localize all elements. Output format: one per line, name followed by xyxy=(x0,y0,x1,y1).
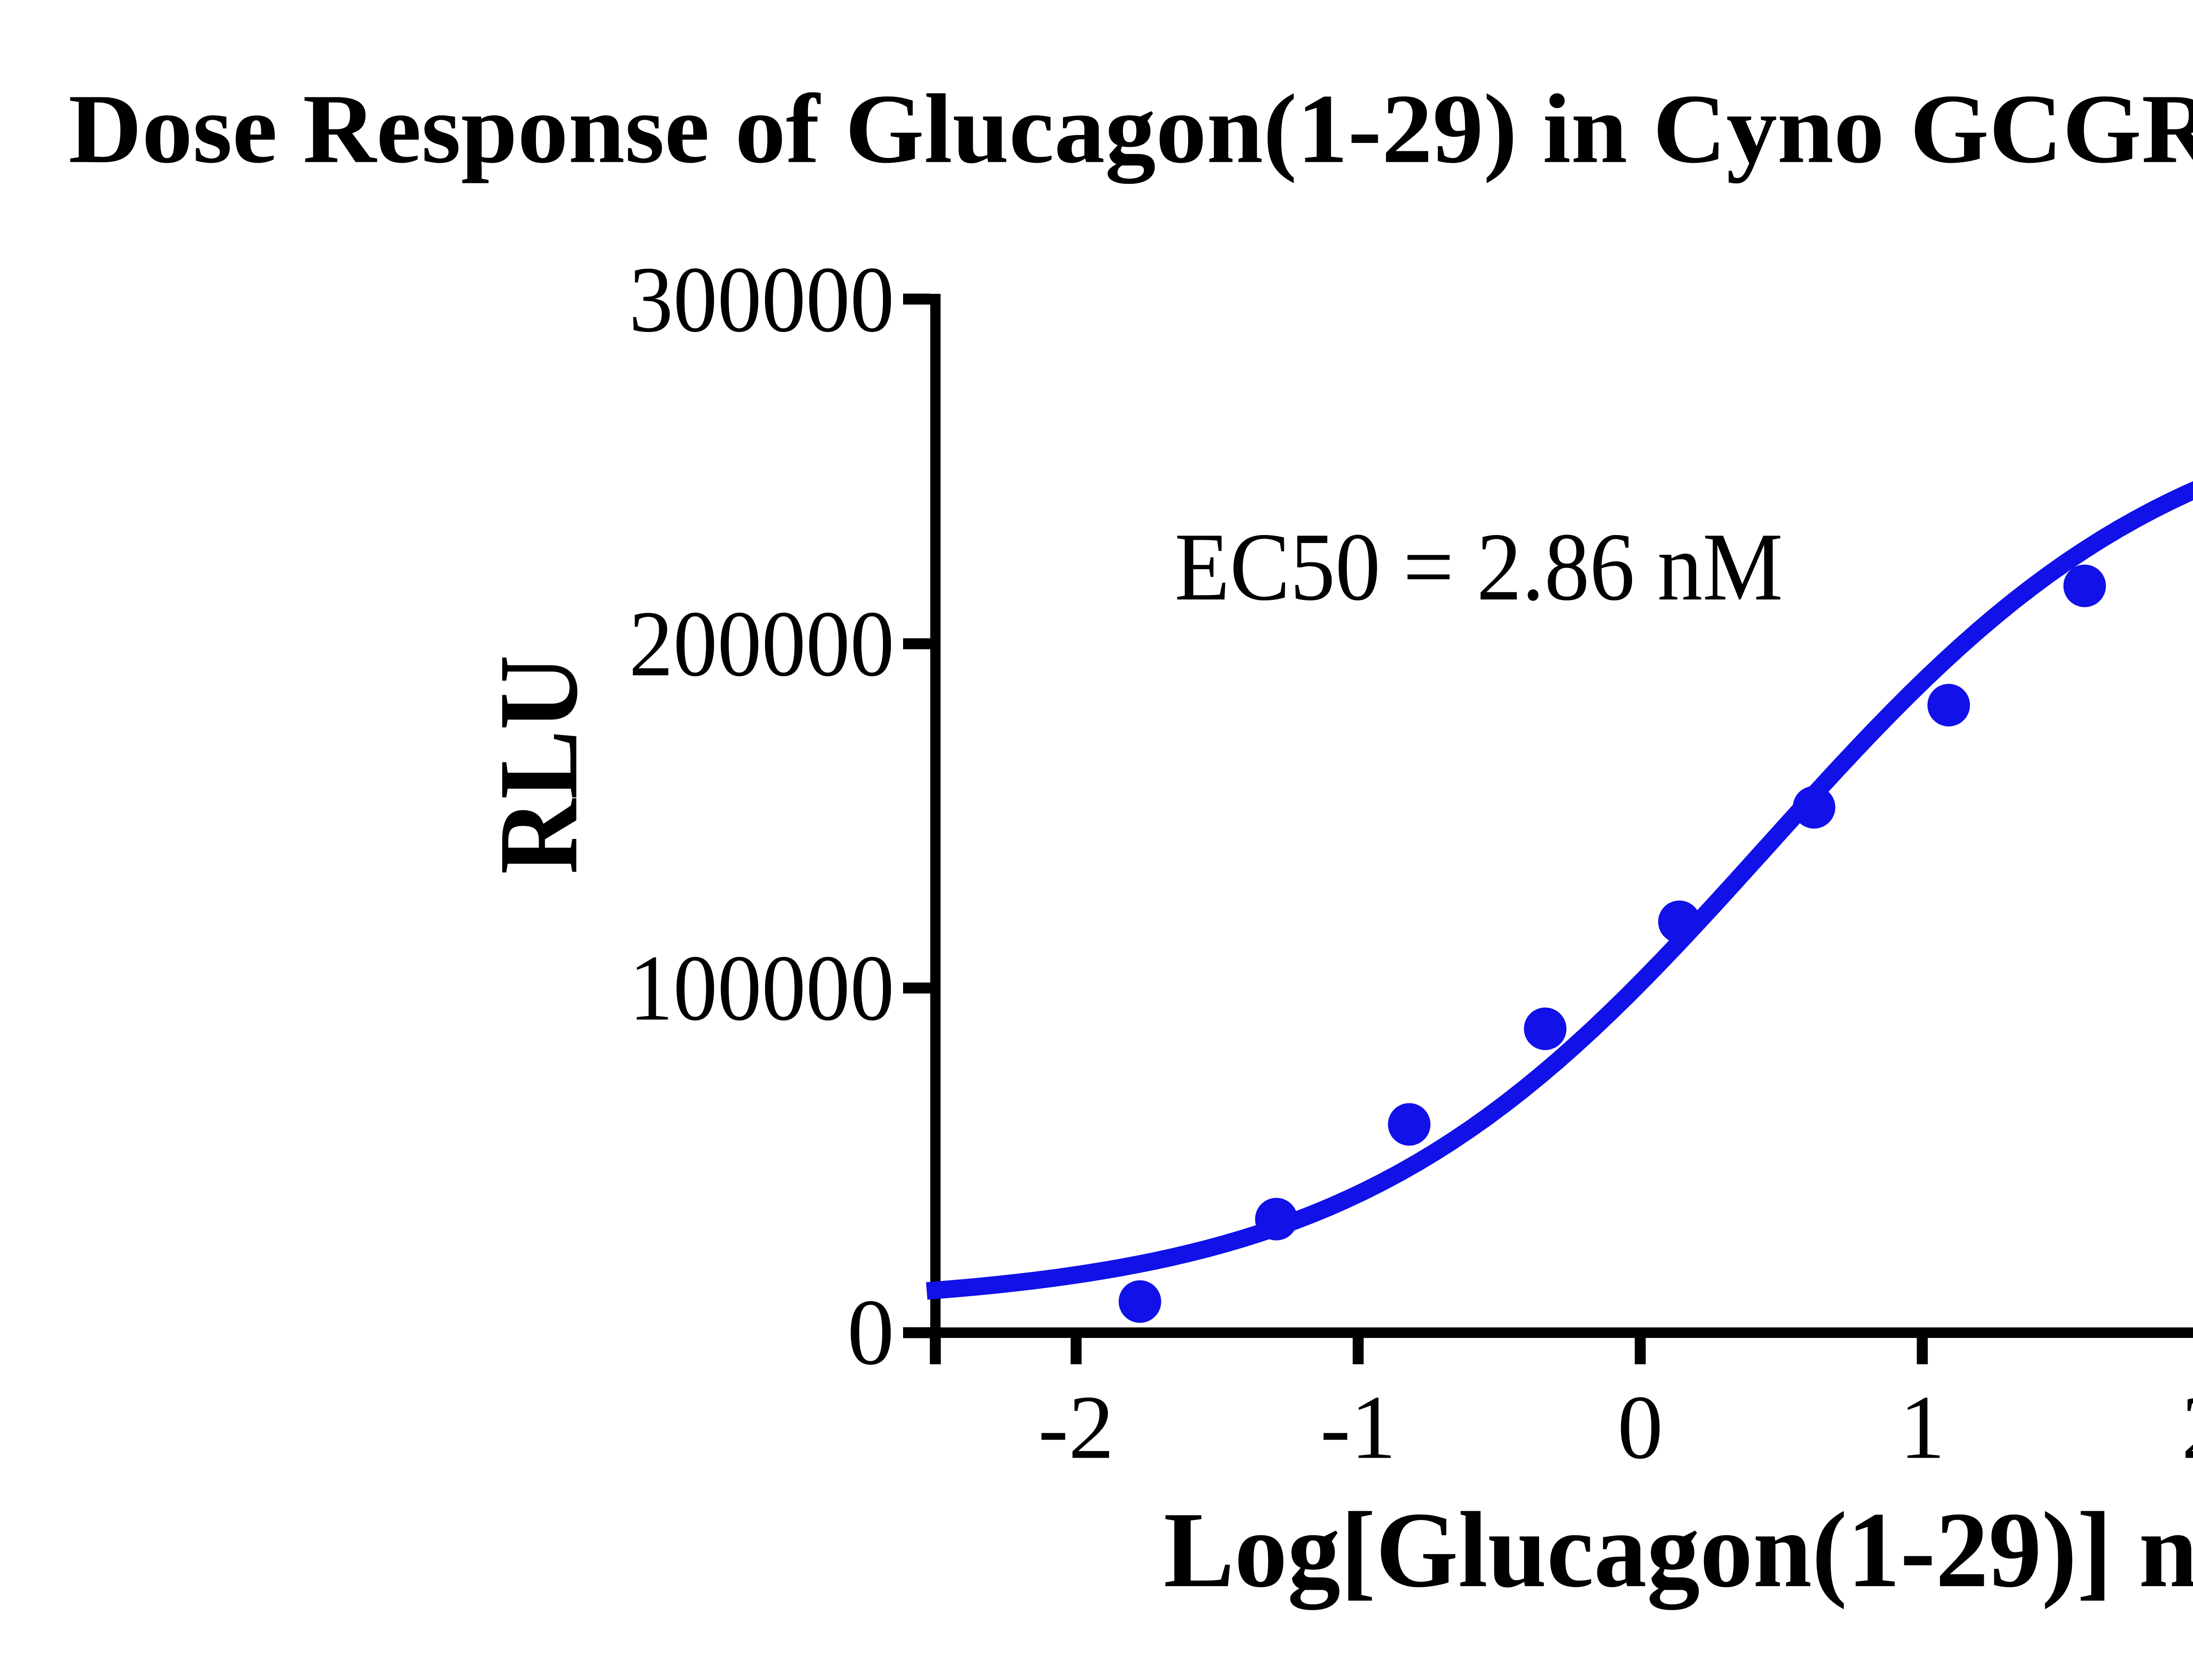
svg-text:EC50 = 2.86 nM: EC50 = 2.86 nM xyxy=(1175,513,1783,621)
svg-text:0: 0 xyxy=(847,1280,895,1384)
svg-text:Dose Response of Glucagon(1-29: Dose Response of Glucagon(1-29) in Cyno … xyxy=(68,74,2193,184)
svg-text:2: 2 xyxy=(2182,1377,2193,1478)
svg-text:RLU: RLU xyxy=(475,655,601,874)
svg-text:1: 1 xyxy=(1900,1377,1945,1478)
svg-text:300000: 300000 xyxy=(629,247,894,352)
svg-text:200000: 200000 xyxy=(629,591,894,696)
svg-text:Log[Glucagon(1-29)] nM: Log[Glucagon(1-29)] nM xyxy=(1164,1490,2193,1610)
svg-text:100000: 100000 xyxy=(629,935,894,1040)
svg-text:-1: -1 xyxy=(1320,1377,1396,1478)
svg-text:-2: -2 xyxy=(1038,1377,1114,1478)
svg-text:0: 0 xyxy=(1618,1377,1663,1478)
